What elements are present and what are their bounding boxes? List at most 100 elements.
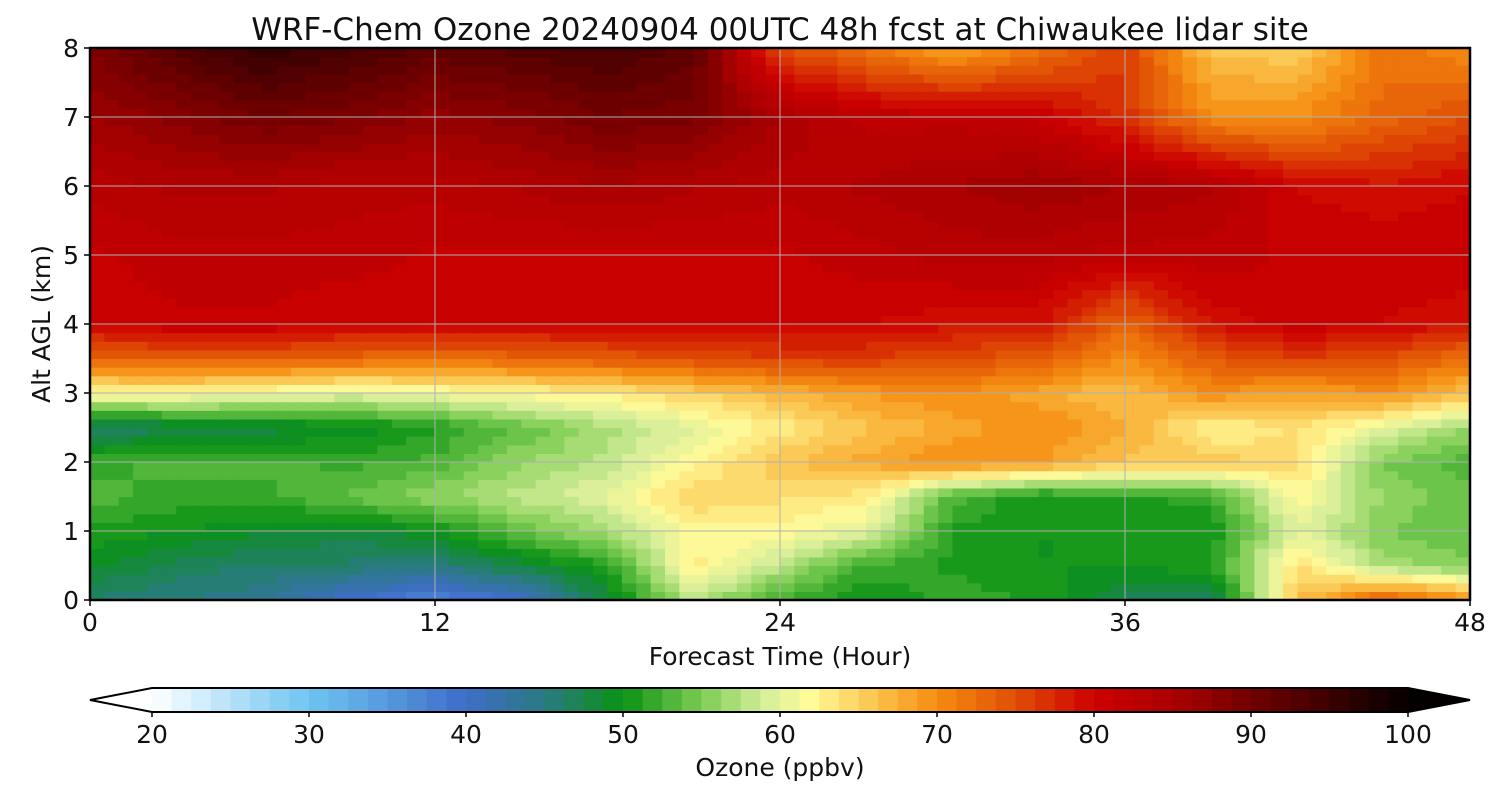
heatmap-cell bbox=[248, 479, 264, 489]
heatmap-cell bbox=[851, 505, 867, 515]
heatmap-cell bbox=[1355, 151, 1370, 161]
heatmap-cell bbox=[966, 574, 982, 584]
heatmap-cell bbox=[621, 315, 637, 325]
heatmap-cell bbox=[492, 393, 508, 403]
heatmap-cell bbox=[363, 255, 379, 265]
heatmap-cell bbox=[636, 151, 652, 161]
heatmap-cell bbox=[1139, 341, 1155, 351]
heatmap-cell bbox=[780, 539, 795, 549]
heatmap-cell bbox=[1426, 565, 1442, 575]
heatmap-cell bbox=[708, 513, 724, 523]
heatmap-cell bbox=[938, 168, 954, 178]
heatmap-cell bbox=[1326, 487, 1342, 498]
heatmap-cell bbox=[952, 565, 968, 575]
heatmap-cell bbox=[391, 453, 407, 463]
heatmap-cell bbox=[880, 513, 896, 523]
heatmap-cell bbox=[1196, 410, 1212, 420]
heatmap-cell bbox=[966, 289, 982, 299]
heatmap-cell bbox=[851, 393, 867, 403]
heatmap-cell bbox=[708, 470, 724, 480]
heatmap-cell bbox=[636, 280, 652, 291]
heatmap-cell bbox=[693, 462, 709, 472]
heatmap-cell bbox=[808, 367, 824, 377]
heatmap-cell bbox=[1010, 436, 1025, 446]
heatmap-cell bbox=[262, 375, 278, 385]
heatmap-cell bbox=[578, 220, 594, 230]
heatmap-cell bbox=[1340, 211, 1356, 222]
heatmap-cell bbox=[176, 298, 192, 308]
heatmap-cell bbox=[1081, 332, 1097, 342]
heatmap-cell bbox=[190, 556, 206, 567]
heatmap-cell bbox=[535, 410, 551, 420]
heatmap-cell bbox=[1053, 341, 1069, 351]
heatmap-cell bbox=[320, 531, 335, 541]
heatmap-cell bbox=[147, 367, 163, 377]
heatmap-cell bbox=[1297, 151, 1313, 161]
heatmap-cell bbox=[693, 427, 709, 437]
heatmap-cell bbox=[1081, 220, 1097, 230]
heatmap-cell bbox=[621, 358, 637, 368]
heatmap-cell bbox=[1311, 522, 1327, 532]
heatmap-cell bbox=[478, 341, 494, 351]
heatmap-cell bbox=[147, 479, 163, 489]
heatmap-cell bbox=[780, 280, 795, 291]
heatmap-cell bbox=[593, 496, 609, 506]
heatmap-cell bbox=[923, 453, 939, 463]
heatmap-cell bbox=[1125, 255, 1140, 265]
heatmap-cell bbox=[1024, 513, 1040, 523]
heatmap-cell bbox=[478, 306, 494, 316]
heatmap-cell bbox=[190, 186, 206, 196]
heatmap-cell bbox=[708, 332, 724, 342]
heatmap-cell bbox=[205, 186, 220, 196]
heatmap-cell bbox=[348, 513, 364, 523]
heatmap-cell bbox=[550, 358, 565, 368]
heatmap-cell bbox=[1125, 246, 1140, 256]
heatmap-cell bbox=[161, 418, 177, 429]
heatmap-cell bbox=[1240, 436, 1255, 446]
heatmap-cell bbox=[1096, 272, 1112, 282]
heatmap-cell bbox=[1340, 229, 1356, 239]
heatmap-cell bbox=[334, 272, 350, 282]
heatmap-cell bbox=[1153, 539, 1169, 549]
heatmap-cell bbox=[233, 367, 249, 377]
heatmap-cell bbox=[1110, 513, 1126, 523]
heatmap-cell bbox=[449, 315, 465, 325]
heatmap-cell bbox=[607, 194, 623, 204]
heatmap-cell bbox=[1455, 160, 1470, 170]
heatmap-cell bbox=[205, 246, 220, 256]
heatmap-cell bbox=[679, 211, 695, 222]
heatmap-cell bbox=[966, 393, 982, 403]
heatmap-cell bbox=[722, 487, 738, 498]
heatmap-cell bbox=[463, 462, 479, 472]
heatmap-cell bbox=[1369, 203, 1385, 213]
heatmap-cell bbox=[621, 496, 637, 506]
heatmap-cell bbox=[420, 531, 436, 541]
heatmap-cell bbox=[104, 203, 120, 213]
heatmap-cell bbox=[751, 203, 767, 213]
heatmap-cell bbox=[118, 505, 134, 515]
heatmap-cell bbox=[104, 418, 120, 429]
heatmap-cell bbox=[161, 177, 177, 187]
heatmap-cell bbox=[636, 427, 652, 437]
heatmap-cell bbox=[147, 436, 163, 446]
heatmap-cell bbox=[1398, 479, 1414, 489]
heatmap-cell bbox=[1067, 246, 1083, 256]
heatmap-cell bbox=[909, 418, 925, 429]
heatmap-cell bbox=[621, 194, 637, 204]
heatmap-cell bbox=[952, 358, 968, 368]
heatmap-cell bbox=[765, 505, 781, 515]
heatmap-cell bbox=[938, 246, 954, 256]
heatmap-cell bbox=[1168, 229, 1184, 239]
heatmap-cell bbox=[1268, 384, 1284, 394]
heatmap-cell bbox=[320, 246, 335, 256]
heatmap-cell bbox=[1254, 203, 1270, 213]
heatmap-cell bbox=[780, 220, 795, 230]
heatmap-cell bbox=[161, 272, 177, 282]
heatmap-cell bbox=[995, 384, 1011, 394]
heatmap-cell bbox=[161, 349, 177, 360]
heatmap-cell bbox=[1139, 418, 1155, 429]
heatmap-cell bbox=[205, 375, 220, 385]
heatmap-cell bbox=[506, 160, 522, 170]
heatmap-cell bbox=[492, 436, 508, 446]
heatmap-cell bbox=[1355, 255, 1370, 265]
